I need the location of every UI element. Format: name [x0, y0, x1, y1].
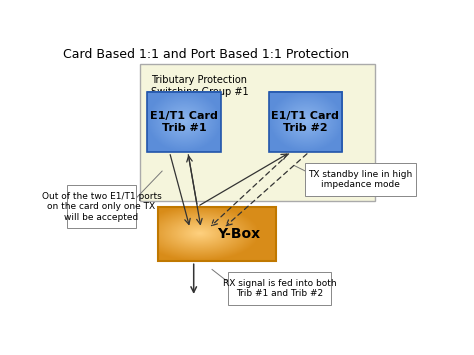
Bar: [228, 272, 331, 305]
Text: TX standby line in high
impedance mode: TX standby line in high impedance mode: [309, 170, 412, 189]
Bar: [66, 185, 137, 229]
Bar: [147, 92, 221, 152]
Text: E1/T1 Card
Trib #1: E1/T1 Card Trib #1: [150, 111, 218, 133]
Bar: [269, 92, 342, 152]
Text: RX signal is fed into both
Trib #1 and Trib #2: RX signal is fed into both Trib #1 and T…: [223, 279, 337, 298]
Text: Y-Box: Y-Box: [217, 227, 260, 241]
Text: Card Based 1:1 and Port Based 1:1 Protection: Card Based 1:1 and Port Based 1:1 Protec…: [63, 48, 349, 61]
Bar: [140, 65, 375, 201]
Bar: [158, 207, 276, 261]
Text: Tributary Protection
Switching Group #1: Tributary Protection Switching Group #1: [151, 75, 249, 97]
Bar: [305, 163, 416, 196]
Text: Out of the two E1/T1 ports
on the card only one TX
will be accepted: Out of the two E1/T1 ports on the card o…: [42, 192, 161, 222]
Text: E1/T1 Card
Trib #2: E1/T1 Card Trib #2: [272, 111, 339, 133]
